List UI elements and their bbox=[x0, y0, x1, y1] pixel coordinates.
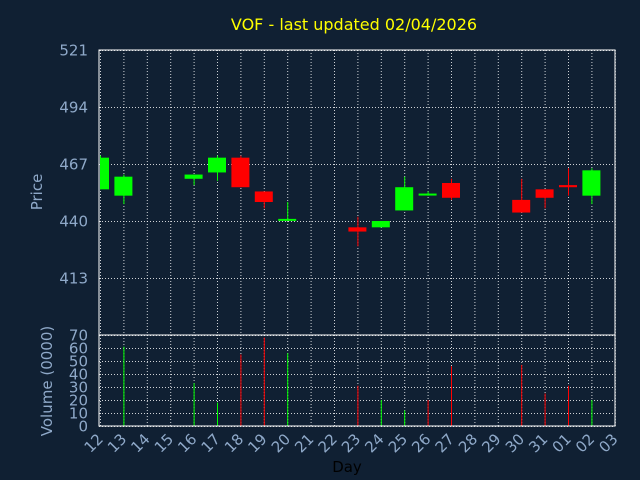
candle-body bbox=[254, 191, 273, 202]
volume-tick-label: 60 bbox=[69, 340, 88, 358]
volume-tick-label: 30 bbox=[69, 379, 88, 397]
candle-body bbox=[184, 174, 203, 179]
candle-body bbox=[418, 193, 437, 196]
candle-body bbox=[231, 157, 250, 188]
x-ticks: 1213141516171819202122232425262728293031… bbox=[81, 430, 622, 456]
price-tick-label: 413 bbox=[59, 270, 88, 288]
volume-tick-label: 0 bbox=[78, 418, 88, 436]
price-tick-label: 494 bbox=[59, 99, 88, 117]
candle-body bbox=[442, 183, 460, 198]
volume-tick-label: 10 bbox=[69, 405, 88, 423]
candle-body bbox=[371, 221, 390, 228]
volume-tick-label: 50 bbox=[69, 353, 88, 371]
volume-tick-label: 20 bbox=[69, 392, 88, 410]
candle-body bbox=[278, 218, 297, 221]
candle-body bbox=[100, 157, 109, 190]
volume-bars bbox=[123, 337, 593, 426]
price-axis-label: Price bbox=[28, 174, 46, 211]
volume-plot-border bbox=[98, 334, 616, 427]
price-tick-label: 440 bbox=[59, 213, 88, 231]
price-tick-label: 521 bbox=[59, 42, 88, 60]
candle-body bbox=[512, 199, 531, 213]
chart-title: VOF - last updated 02/04/2026 bbox=[231, 15, 477, 34]
volume-axis-label: Volume (0000) bbox=[38, 326, 56, 436]
candle-body bbox=[559, 185, 577, 188]
candle-body bbox=[208, 157, 226, 173]
candle-body bbox=[582, 170, 601, 196]
candle-body bbox=[395, 187, 414, 211]
x-axis-label: Day bbox=[332, 458, 362, 476]
price-ticks: 521 494 467 440 413 bbox=[59, 42, 88, 288]
candle-body bbox=[535, 189, 554, 198]
price-grid bbox=[99, 50, 616, 335]
price-tick-label: 467 bbox=[59, 156, 88, 174]
candle-body bbox=[114, 176, 133, 196]
candles bbox=[100, 155, 601, 247]
volume-tick-label: 40 bbox=[69, 366, 88, 384]
volume-tick-label: 70 bbox=[69, 327, 88, 345]
candle-body bbox=[348, 227, 367, 232]
